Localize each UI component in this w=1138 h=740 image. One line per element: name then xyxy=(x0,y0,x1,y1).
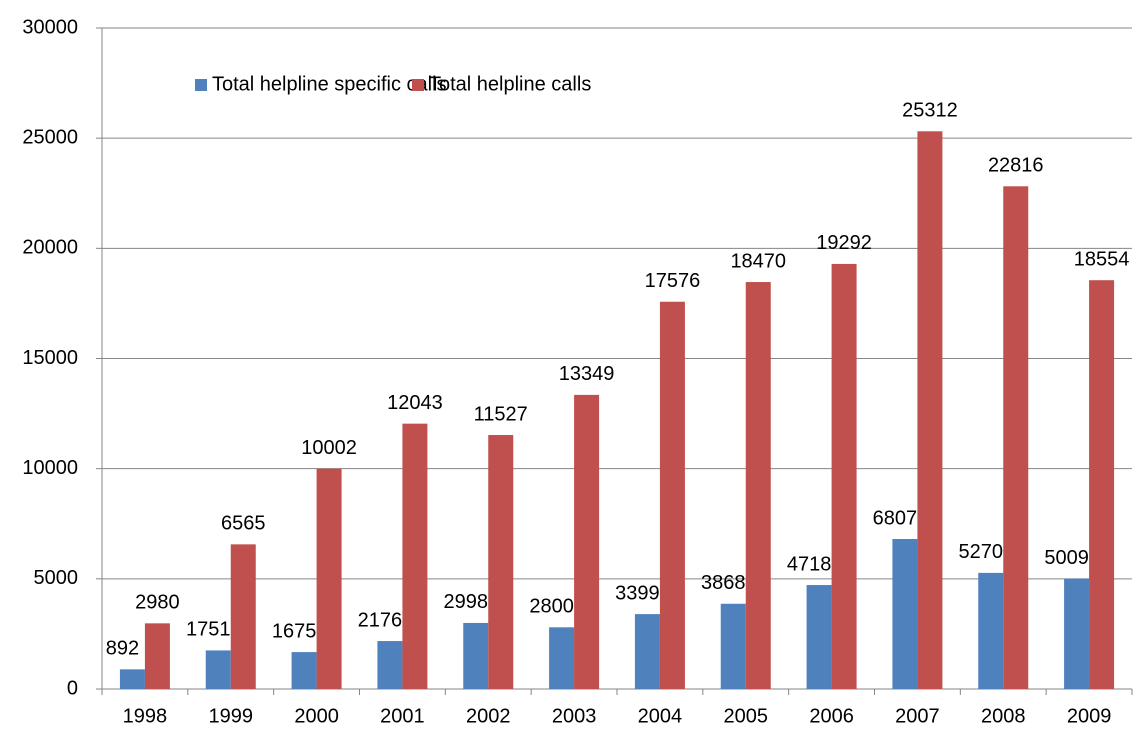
data-label: 3868 xyxy=(701,572,746,594)
bar xyxy=(377,641,403,689)
bar xyxy=(720,603,746,689)
y-tick-label: 30000 xyxy=(22,16,78,38)
legend-swatch xyxy=(412,79,424,91)
x-tick-label: 2006 xyxy=(809,705,854,727)
data-label: 12043 xyxy=(387,392,443,414)
bar xyxy=(144,623,170,689)
x-tick-label: 2007 xyxy=(895,705,940,727)
data-label: 22816 xyxy=(988,155,1044,177)
x-tick-label: 2005 xyxy=(724,705,769,727)
bar xyxy=(119,669,145,689)
bar xyxy=(463,622,489,689)
legend-label: Total helpline specific calls xyxy=(212,73,447,95)
data-label: 13349 xyxy=(559,363,615,385)
data-label: 2176 xyxy=(358,609,403,631)
x-tick-label: 2001 xyxy=(380,705,425,727)
legend-swatch xyxy=(195,79,207,91)
bar xyxy=(978,572,1004,689)
bar xyxy=(1089,280,1115,689)
y-tick-label: 5000 xyxy=(34,567,79,589)
bar xyxy=(549,627,575,689)
bar xyxy=(831,263,857,689)
data-label: 2800 xyxy=(529,596,574,618)
data-label: 6565 xyxy=(221,513,266,535)
bar xyxy=(917,131,943,690)
bar xyxy=(1064,578,1090,689)
data-label: 25312 xyxy=(902,100,958,122)
data-label: 5009 xyxy=(1044,547,1089,569)
bar xyxy=(205,650,231,689)
bar xyxy=(659,301,685,689)
bar xyxy=(634,614,660,689)
y-tick-label: 0 xyxy=(67,677,78,699)
bar xyxy=(316,468,342,689)
data-label: 17576 xyxy=(645,270,701,292)
x-tick-label: 2009 xyxy=(1067,705,1112,727)
x-tick-label: 2008 xyxy=(981,705,1026,727)
data-label: 18554 xyxy=(1074,248,1130,270)
data-label: 3399 xyxy=(615,582,660,604)
data-label: 2998 xyxy=(444,591,489,613)
y-tick-label: 25000 xyxy=(22,126,78,148)
bar xyxy=(745,282,771,689)
x-tick-label: 2004 xyxy=(638,705,683,727)
bar xyxy=(230,544,256,689)
bar xyxy=(402,423,428,689)
data-label: 1675 xyxy=(272,620,317,642)
x-tick-label: 1998 xyxy=(123,705,168,727)
data-label: 892 xyxy=(106,638,139,660)
bar xyxy=(892,539,918,689)
data-label: 11527 xyxy=(474,403,528,425)
x-tick-label: 2003 xyxy=(552,705,597,727)
data-label: 5270 xyxy=(959,541,1004,563)
data-label: 19292 xyxy=(816,232,872,254)
y-tick-label: 20000 xyxy=(22,237,78,259)
bar xyxy=(806,585,832,689)
bar xyxy=(1003,186,1029,689)
data-label: 18470 xyxy=(730,250,786,272)
bar xyxy=(291,652,317,689)
y-tick-label: 10000 xyxy=(22,457,78,479)
data-label: 1751 xyxy=(186,619,231,641)
x-tick-label: 2000 xyxy=(294,705,339,727)
x-tick-label: 1999 xyxy=(209,705,254,727)
legend-label: Total helpline calls xyxy=(429,73,591,95)
data-label: 2980 xyxy=(135,592,180,614)
data-label: 4718 xyxy=(787,553,832,575)
data-label: 6807 xyxy=(873,507,918,529)
bar xyxy=(574,394,600,689)
data-label: 10002 xyxy=(301,437,357,459)
bar xyxy=(488,435,514,689)
x-tick-label: 2002 xyxy=(466,705,511,727)
y-tick-label: 15000 xyxy=(22,347,78,369)
